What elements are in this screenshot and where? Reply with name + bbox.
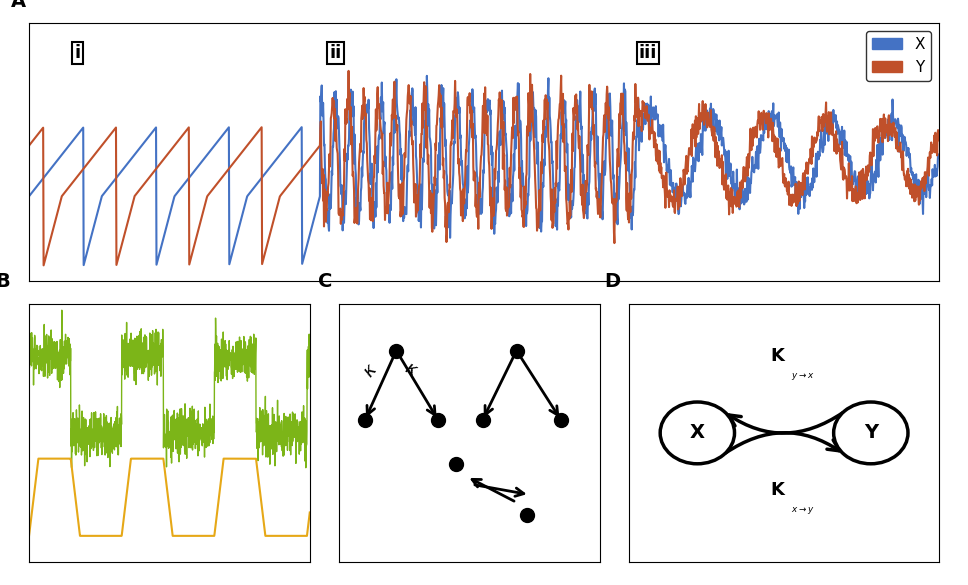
Text: κ: κ [360, 360, 380, 380]
Text: D: D [604, 273, 620, 291]
Text: C: C [318, 273, 332, 291]
Text: $\mathbf{K}$: $\mathbf{K}$ [770, 347, 786, 364]
FancyArrowPatch shape [726, 433, 839, 453]
Text: iii: iii [639, 44, 657, 62]
Circle shape [660, 402, 735, 464]
Text: $_{y \rightarrow x}$: $_{y \rightarrow x}$ [791, 370, 814, 383]
Text: A: A [11, 0, 26, 11]
Text: i: i [75, 44, 80, 62]
Text: Y: Y [863, 424, 878, 442]
Text: ii: ii [329, 44, 342, 62]
Text: B: B [0, 273, 10, 291]
Circle shape [833, 402, 908, 464]
FancyArrowPatch shape [729, 413, 842, 433]
Text: κ: κ [402, 359, 420, 380]
Text: $_{x \rightarrow y}$: $_{x \rightarrow y}$ [791, 504, 814, 517]
Legend: X, Y: X, Y [865, 31, 931, 81]
Text: $\mathbf{K}$: $\mathbf{K}$ [770, 480, 786, 498]
Text: X: X [690, 424, 705, 442]
